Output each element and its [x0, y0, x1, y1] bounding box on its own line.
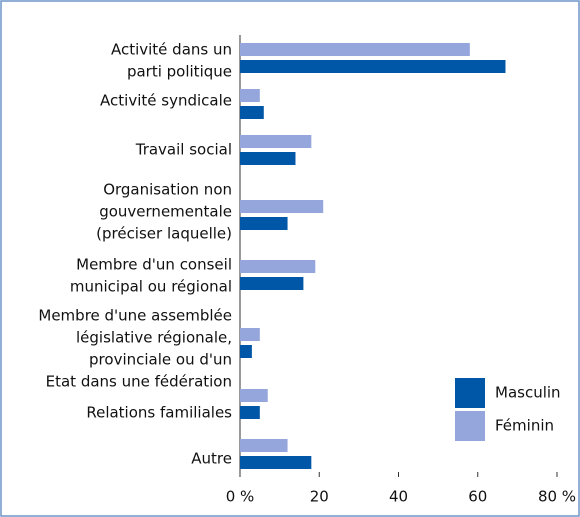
bar — [240, 106, 264, 119]
bar — [240, 152, 296, 165]
x-tick-label: 0 % — [226, 488, 255, 506]
bar — [240, 43, 470, 56]
bar — [240, 328, 260, 341]
legend-label: Féminin — [495, 417, 554, 435]
x-tick-label: 20 — [310, 488, 329, 506]
category-label: Activité dans un — [111, 41, 232, 59]
bar — [240, 60, 506, 73]
category-label: parti politique — [127, 63, 232, 81]
bar — [240, 135, 312, 148]
category-label: Travail social — [135, 141, 232, 159]
category-label: Autre — [191, 450, 232, 468]
bar — [240, 406, 260, 419]
category-label: gouvernementale — [99, 203, 232, 221]
category-label: législative régionale, — [76, 329, 232, 347]
x-tick-label: 40 — [389, 488, 408, 506]
legend-label: Masculin — [495, 384, 561, 402]
category-label: Relations familiales — [86, 404, 232, 422]
category-label: Activité syndicale — [100, 92, 232, 110]
category-label: provinciale ou d'un — [89, 351, 232, 369]
category-label: Organisation non — [103, 181, 232, 199]
legend-swatch — [455, 411, 485, 441]
bar — [240, 260, 316, 273]
x-tick-label: 80 % — [538, 488, 576, 506]
category-label: municipal ou régional — [70, 278, 232, 296]
bar — [240, 345, 252, 358]
bar — [240, 277, 304, 290]
bar — [240, 200, 324, 213]
bar — [240, 89, 260, 102]
category-label: (préciser laquelle) — [96, 225, 232, 243]
bar — [240, 217, 288, 230]
legend-swatch — [455, 378, 485, 408]
category-label: Membre d'une assemblée — [38, 307, 232, 325]
category-label: Etat dans une fédération — [46, 373, 232, 391]
x-tick-label: 60 — [468, 488, 487, 506]
bar — [240, 439, 288, 452]
category-label: Membre d'un conseil — [76, 256, 232, 274]
bar — [240, 389, 268, 402]
bar — [240, 456, 312, 469]
